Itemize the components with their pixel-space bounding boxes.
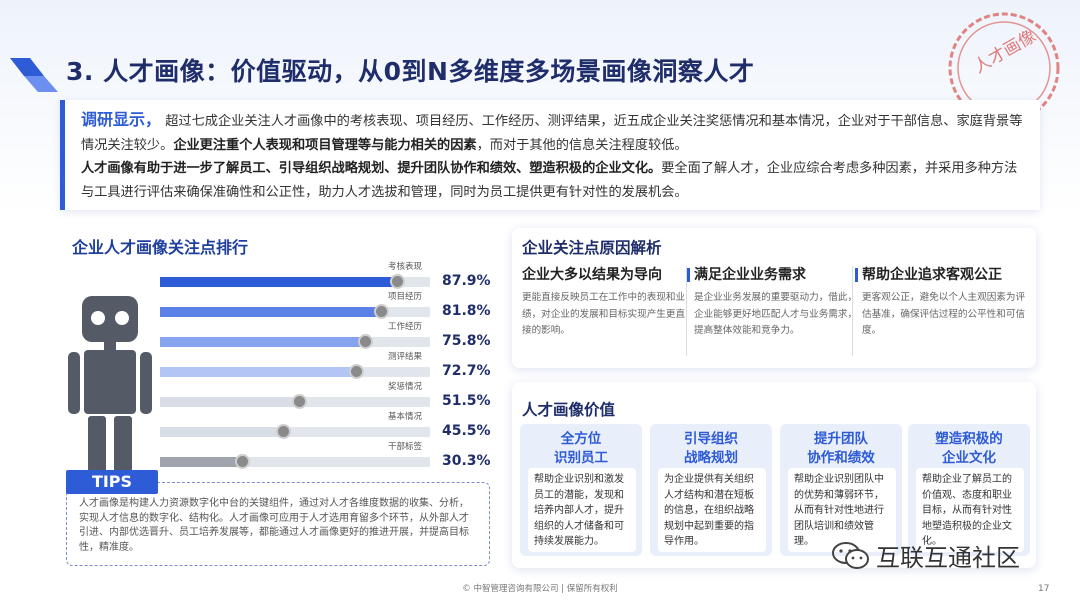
ranking-bar-label: 干部标签 [387,442,422,452]
value-card-body: 为企业提供有关组织人才结构和潜在短板的信息，在组织战略规划中起到重要的指导作用。 [658,468,766,552]
ranking-bar-label: 项目经历 [387,292,422,302]
ranking-bar-track [160,334,430,349]
ranking-bar-marker [357,334,373,349]
value-card-head: 引导组织 战略规划 [650,430,772,468]
robot-icon [68,296,152,472]
value-card: 塑造积极的企业文化 帮助企业了解员工的价值观、态度和职业目标，从而有针对性地塑造… [908,424,1030,556]
value-card-head-line1: 引导组织 [684,431,738,447]
ranking-bar-marker [234,454,250,469]
value-card-body: 帮助企业识别和激发员工的潜能，发现和培养内部人才，提升组织的人才储备和可持续发展… [528,468,636,552]
intro-lead: 调研显示， [81,110,162,129]
ranking-chart: 考核表现 87.9% 项目经历 81.8% 工作经历 75.8% 测评结果 72.7% 奖惩情况… [160,248,491,470]
ranking-bar-label: 基本情况 [387,412,422,422]
chevron-logo-icon [10,58,58,92]
footer-copyright: © 中智管理咨询有限公司 | 保留所有权利 [462,584,618,594]
watermark: 互联互通社区 [832,538,1020,573]
reason-item: 企业大多以结果为导向 更能直接反映员工在工作中的表现和业绩，对企业的发展和目标实… [522,264,688,340]
ranking-bar-fill [160,277,398,287]
ranking-bar-label: 考核表现 [387,262,422,272]
ranking-bar-track [160,394,430,409]
value-card-head: 全方位 识别员工 [520,430,642,468]
accent-bar [855,268,858,282]
page-title: 3. 人才画像：价值驱动，从0到N多维度多场景画像洞察人才 [66,57,755,86]
ranking-bar-track [160,274,430,289]
value-card-head-line2: 企业文化 [942,450,996,466]
intro-text-1-end: ，而对于其他的信息关注程度较低。 [476,137,688,153]
ranking-bar-row: 测评结果 72.7% [160,350,491,380]
ranking-bar-track [160,424,430,439]
ranking-title: 企业人才画像关注点排行 [72,238,249,257]
ranking-bar-fill [160,397,300,407]
reasons-title: 企业关注点原因解析 [522,239,662,257]
intro-text-1: 超过七成企业关注人才画像中的考核表现、项目经历、工作经历、测评结果，近五成企业关… [81,114,1023,153]
reason-body: 更客观公正，避免以个人主观因素为评估基准，确保评估过程的公平性和可信度。 [862,292,1026,336]
divider [852,266,853,356]
accent-bar [687,268,690,282]
intro-bold-1: 企业更注重个人表现和项目管理等与能力相关的因素 [173,137,477,153]
ranking-bar-value: 51.5% [442,393,491,409]
ranking-bar-marker [373,304,389,319]
page-number: 17 [1038,584,1050,594]
intro-text-2: 要全面了解人才，企业应综合考虑多种因素，并采用多种方法与工具进行评估来确保准确性… [81,161,1018,200]
value-card-head-line2: 战略规划 [684,450,738,466]
ranking-bar-value: 87.9% [442,273,491,289]
ranking-bar-row: 项目经历 81.8% [160,290,491,320]
intro-box: 调研显示， 超过七成企业关注人才画像中的考核表现、项目经历、工作经历、测评结果，… [60,100,1040,210]
ranking-bar-value: 81.8% [442,303,491,319]
ranking-bar-marker [349,364,365,379]
ranking-bar-label: 奖惩情况 [387,382,422,392]
reasons-panel: 企业关注点原因解析 企业大多以结果为导向 更能直接反映员工在工作中的表现和业绩，… [512,228,1036,368]
value-card-head-line1: 提升团队 [814,431,868,447]
reason-head: 帮助企业追求客观公正 [862,267,1002,283]
divider [686,266,687,356]
ranking-bar-marker [390,274,406,289]
ranking-bar-fill [160,457,242,467]
value-card-head: 提升团队 协作和绩效 [780,430,902,468]
ranking-bar-fill [160,337,365,347]
ranking-bar-track [160,454,430,469]
intro-bold-2: 人才画像有助于进一步了解员工、引导组织战略规划、提升团队协作和绩效、塑造积极的企… [81,161,662,176]
tips-text: 人才画像是构建人力资源数字化中台的关键组件，通过对人才各维度数据的收集、分析，实… [79,498,469,553]
ranking-bar-value: 45.5% [442,423,491,439]
watermark-text: 互联互通社区 [876,544,1020,572]
ranking-bar-row: 考核表现 87.9% [160,260,491,290]
ranking-bar-track [160,304,430,319]
ranking-bar-fill [160,427,283,437]
ranking-bar-label: 测评结果 [387,352,422,362]
ranking-bar-value: 75.8% [442,333,491,349]
ranking-bar-label: 工作经历 [387,322,422,332]
ranking-bar-row: 工作经历 75.8% [160,320,491,350]
value-card-head-line2: 协作和绩效 [807,450,875,466]
value-card-head-line1: 全方位 [560,431,602,447]
reason-body: 更能直接反映员工在工作中的表现和业绩，对企业的发展和目标实现产生更直接的影响。 [522,292,686,336]
value-card: 提升团队协作和绩效 帮助企业识别团队中的优势和薄弱环节，从而有针对性地进行团队培… [780,424,902,556]
ranking-bar-row: 基本情况 45.5% [160,410,491,440]
ranking-bar-row: 奖惩情况 51.5% [160,380,491,410]
ranking-bar-marker [275,424,291,439]
value-card-head-line1: 塑造积极的 [935,431,1003,447]
tips-box: 人才画像是构建人力资源数字化中台的关键组件，通过对人才各维度数据的收集、分析，实… [66,482,490,566]
value-card-head-line2: 识别员工 [554,450,608,466]
ranking-bar-fill [160,367,357,377]
value-card: 引导组织战略规划 为企业提供有关组织人才结构和潜在短板的信息，在组织战略规划中起… [650,424,772,556]
ranking-bar-value: 72.7% [442,363,491,379]
reason-item: 满足企业业务需求 是企业业务发展的重要驱动力，借此，企业能够更好地匹配人才与业务… [687,264,860,340]
value-card-head: 塑造积极的 企业文化 [908,430,1030,468]
ranking-bar-value: 30.3% [442,453,491,469]
reason-body: 是企业业务发展的重要驱动力，借此，企业能够更好地匹配人才与业务需求，提高整体效能… [694,292,858,336]
value-card-body: 帮助企业识别团队中的优势和薄弱环节，从而有针对性地进行团队培训和绩效管理。 [788,468,896,552]
ranking-bar-row: 干部标签 30.3% [160,440,491,470]
ranking-bar-track [160,364,430,379]
reason-head: 满足企业业务需求 [694,267,806,283]
value-card: 全方位识别员工 帮助企业识别和激发员工的潜能，发现和培养内部人才，提升组织的人才… [520,424,642,556]
reason-item: 帮助企业追求客观公正 更客观公正，避免以个人主观因素为评估基准，确保评估过程的公… [855,264,1028,340]
tips-tag: TIPS [66,470,158,494]
reason-head: 企业大多以结果为导向 [522,267,662,283]
ranking-bar-fill [160,307,381,317]
value-card-body: 帮助企业了解员工的价值观、态度和职业目标，从而有针对性地塑造积极的企业文化。 [916,468,1024,552]
ranking-bar-marker [292,394,308,409]
wechat-icon [832,541,869,569]
values-title: 人才画像价值 [522,401,616,419]
